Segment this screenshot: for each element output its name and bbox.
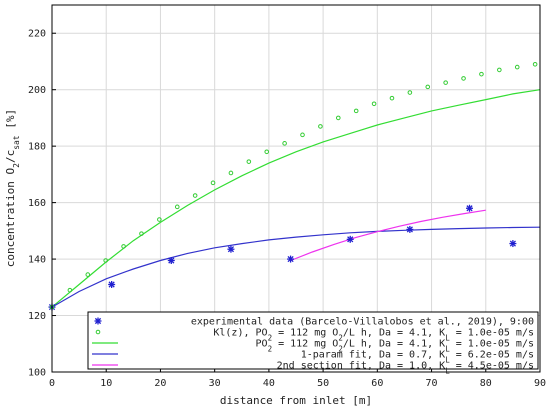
legend-label: 2nd section fit, Da = 1.0, KL = 4.5e-05 … xyxy=(277,361,534,376)
x-tick-label: 10 xyxy=(100,378,112,389)
legend-key-asterisk xyxy=(94,317,102,325)
marker-stroke xyxy=(509,240,516,247)
marker-stroke xyxy=(94,317,102,325)
data-point xyxy=(67,287,73,293)
data-point xyxy=(466,204,474,212)
data-point xyxy=(346,235,354,243)
data-point xyxy=(227,245,235,253)
data-point xyxy=(246,159,252,164)
marker-stroke xyxy=(168,257,175,264)
x-tick-label: 0 xyxy=(49,378,55,389)
y-tick-label: 220 xyxy=(28,29,46,40)
data-point xyxy=(85,272,91,277)
y-tick-label: 140 xyxy=(28,255,46,266)
y-axis-label: concentration O2/csat [%] xyxy=(4,109,21,267)
x-tick-label: 40 xyxy=(263,378,275,389)
series-line xyxy=(51,89,541,308)
x-tick-label: 80 xyxy=(480,378,492,389)
data-point xyxy=(174,204,180,210)
data-point xyxy=(514,64,520,70)
marker-stroke xyxy=(466,205,473,212)
data-point xyxy=(353,108,359,114)
data-point xyxy=(103,258,108,263)
legend-box xyxy=(87,311,539,370)
data-point xyxy=(407,90,413,95)
data-point xyxy=(335,115,341,121)
data-point xyxy=(479,71,484,77)
data-point xyxy=(228,170,234,176)
data-point xyxy=(300,132,305,138)
legend-label: Kl(z), PO2 = 112 mg O2/L h, Da = 4.1, KL… xyxy=(213,328,534,343)
series-line xyxy=(290,209,486,262)
y-tick-label: 180 xyxy=(28,142,46,153)
series-4 xyxy=(290,209,486,262)
x-axis-label: distance from inlet [m] xyxy=(220,394,372,407)
marker-stroke xyxy=(347,236,354,243)
x-tick-label: 60 xyxy=(371,378,383,389)
data-point xyxy=(406,225,414,233)
data-series xyxy=(48,61,541,311)
data-point xyxy=(139,231,144,236)
data-point xyxy=(389,95,395,101)
data-point xyxy=(443,80,448,85)
data-point xyxy=(532,61,538,67)
legend-key-circle xyxy=(95,329,101,335)
x-tick-label: 70 xyxy=(426,378,438,389)
marker-stroke xyxy=(227,246,235,253)
data-point xyxy=(108,280,116,288)
marker-stroke xyxy=(108,281,115,288)
data-point xyxy=(167,256,175,264)
legend-label: 1-param fit, Da = 0.7, KL = 6.2e-05 m/s xyxy=(301,350,534,365)
series-3 xyxy=(51,226,541,308)
marker-stroke xyxy=(406,226,413,233)
data-point xyxy=(461,76,466,81)
y-tick-label: 200 xyxy=(28,85,46,96)
data-point xyxy=(192,193,198,198)
data-point xyxy=(121,244,126,249)
x-tick-label: 90 xyxy=(534,378,546,389)
x-tick-label: 20 xyxy=(154,378,166,389)
legend-label: experimental data (Barcelo-Villalobos et… xyxy=(191,317,534,328)
data-point xyxy=(318,124,323,129)
series-line xyxy=(51,226,541,308)
y-tick-label: 160 xyxy=(28,198,46,209)
marker-stroke xyxy=(287,255,294,263)
x-tick-label: 30 xyxy=(209,378,221,389)
data-point xyxy=(282,141,287,146)
data-point xyxy=(497,67,502,73)
legend: experimental data (Barcelo-Villalobos et… xyxy=(87,311,539,376)
axis-ticks: 0 10 20 30 40 50 60 70 80 90 100 120 140 160 180 200 220 xyxy=(28,29,546,389)
data-point xyxy=(287,255,295,263)
plot-frame xyxy=(51,4,541,373)
data-point xyxy=(371,101,377,107)
plot-background xyxy=(52,5,540,372)
data-point xyxy=(157,217,162,222)
data-point xyxy=(509,240,517,248)
data-point xyxy=(210,180,216,186)
data-point xyxy=(425,84,431,90)
x-tick-label: 50 xyxy=(317,378,329,389)
series-2 xyxy=(51,89,541,308)
legend-label: PO2 = 112 mg O2/L h, Da = 4.1, KL = 1.0e… xyxy=(256,339,534,354)
y-tick-label: 120 xyxy=(28,311,46,322)
y-tick-label: 100 xyxy=(28,368,46,379)
data-point xyxy=(264,149,270,155)
